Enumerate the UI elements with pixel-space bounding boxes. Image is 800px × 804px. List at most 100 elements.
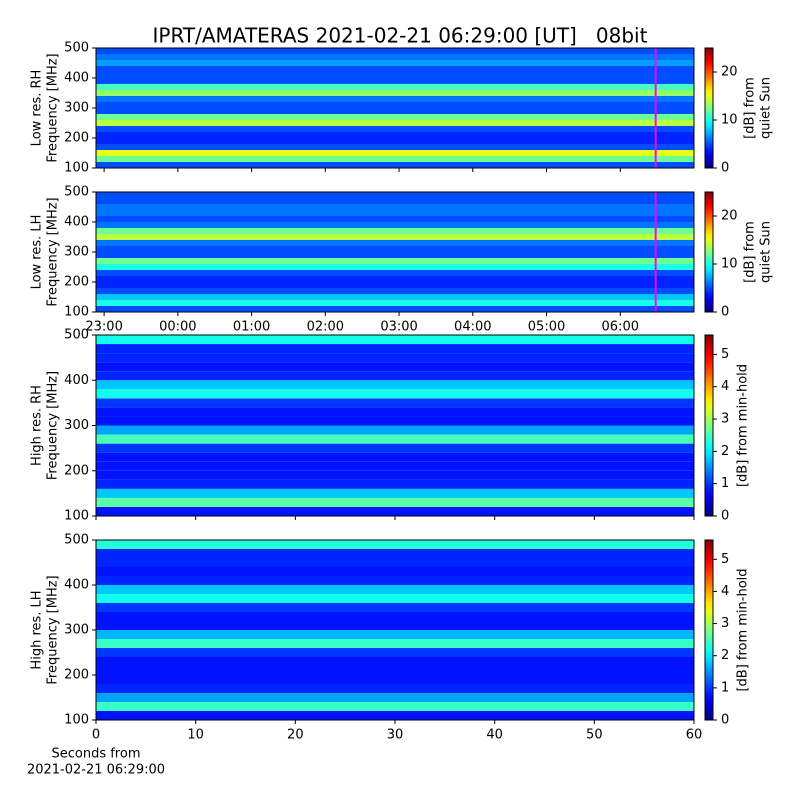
x-axis-label: Seconds from (51, 747, 140, 762)
heatmap-cell (96, 567, 694, 576)
heatmap-cell (96, 603, 694, 612)
heatmap-cell (96, 138, 694, 144)
x-tick-label: 40 (486, 728, 503, 743)
x-tick-label: 05:00 (528, 320, 565, 335)
heatmap-cell (96, 452, 694, 462)
y-tick-label: 300 (64, 101, 89, 116)
heatmap-cell (96, 72, 694, 78)
heatmap-cell (96, 132, 694, 138)
y-tick-label: 400 (64, 373, 89, 388)
colorbar (704, 47, 714, 169)
heatmap-cell (96, 288, 694, 294)
colorbar-tick-label: 0 (721, 509, 729, 524)
colorbar (704, 191, 714, 313)
y-tick-label: 200 (64, 131, 89, 146)
colorbar-tick-label: 4 (721, 379, 729, 394)
x-tick-label: 06:00 (602, 320, 639, 335)
colorbar-label: [dB] from min-hold (736, 568, 751, 691)
colorbar-label: [dB] from (743, 221, 758, 283)
y-tick-label: 200 (64, 668, 89, 683)
y-tick-label: 200 (64, 275, 89, 290)
y-tick-label: 400 (64, 578, 89, 593)
y-tick-label: 400 (64, 215, 89, 230)
y-tick-label: 100 (64, 509, 89, 524)
heatmap-cell (96, 282, 694, 288)
heatmap-cell (96, 549, 694, 558)
y-tick-label: 200 (64, 463, 89, 478)
heatmap-cell (96, 300, 694, 306)
heatmap-cell (96, 234, 694, 240)
heatmap-cell (96, 612, 694, 621)
heatmap-cell (96, 576, 694, 585)
heatmap-cell (96, 488, 694, 498)
heatmap-cell (96, 497, 694, 507)
heatmap-cell (96, 114, 694, 120)
heatmap-cell (96, 204, 694, 210)
colorbar-tick-label: 20 (721, 209, 738, 224)
heatmap-cell (96, 228, 694, 234)
heatmap-cell (96, 693, 694, 702)
heatmap-cell (96, 108, 694, 114)
heatmap-cell (96, 621, 694, 630)
heatmap-cell (96, 353, 694, 363)
x-tick-label: 50 (586, 728, 603, 743)
colorbar (704, 539, 714, 721)
x-tick-label: 02:00 (307, 320, 344, 335)
y-tick-label: 300 (64, 418, 89, 433)
heatmap-cell (96, 162, 694, 168)
colorbar-tick-label: 0 (721, 161, 729, 176)
colorbar-label: quiet Sun (759, 221, 774, 283)
y-tick-label: 300 (64, 623, 89, 638)
heatmap-cell (96, 66, 694, 72)
x-tick-label: 20 (287, 728, 304, 743)
y-tick-label: 300 (64, 245, 89, 260)
colorbar-tick-label: 10 (721, 257, 738, 272)
heatmap-cell (96, 380, 694, 390)
heatmap-cell (96, 558, 694, 567)
x-tick-label: 01:00 (233, 320, 270, 335)
heatmap-cell (96, 398, 694, 408)
heatmap-cell (96, 434, 694, 444)
heatmap-cell (96, 335, 694, 345)
heatmap-cell (96, 389, 694, 399)
colorbar-tick-label: 10 (721, 113, 738, 128)
heatmap-cell (96, 210, 694, 216)
y-tick-label: 500 (64, 185, 89, 200)
heatmap-cell (96, 246, 694, 252)
heatmap-cell (96, 240, 694, 246)
heatmap-cell (96, 344, 694, 354)
heatmap-cell (96, 666, 694, 675)
heatmap-cell (96, 306, 694, 312)
heatmap-cell (96, 702, 694, 711)
heatmap-cell (96, 84, 694, 90)
y-tick-label: 100 (64, 161, 89, 176)
heatmap-cell (96, 506, 694, 516)
heatmap-cell (96, 648, 694, 657)
colorbar-tick-label: 4 (721, 584, 729, 599)
heatmap-cell (96, 150, 694, 156)
heatmap-cell (96, 258, 694, 264)
heatmap-cell (96, 144, 694, 150)
heatmap-cell (96, 407, 694, 417)
heatmap-cell (96, 192, 694, 198)
x-tick-label: 03:00 (380, 320, 417, 335)
colorbar-tick-label: 20 (721, 65, 738, 80)
colorbar-tick-label: 0 (721, 305, 729, 320)
colorbar-label: [dB] from (743, 77, 758, 139)
y-axis-label: High res. RH (30, 385, 45, 466)
y-axis-label: Frequency [MHz] (46, 197, 61, 306)
heatmap-cell (96, 294, 694, 300)
heatmap-cell (96, 222, 694, 228)
colorbar-tick-label: 3 (721, 412, 729, 427)
heatmap-cell (96, 156, 694, 162)
x-tick-label: 0 (92, 728, 100, 743)
x-tick-label: 23:00 (85, 320, 122, 335)
colorbar-tick-label: 1 (721, 680, 729, 695)
heatmap-cell (96, 60, 694, 66)
heatmap-cell (96, 639, 694, 648)
heatmap-cell (96, 594, 694, 603)
x-tick-label: 10 (187, 728, 204, 743)
colorbar-label: quiet Sun (759, 77, 774, 139)
colorbar-tick-label: 2 (721, 648, 729, 663)
figure-title: IPRT/AMATERAS 2021-02-21 06:29:00 [UT] 0… (153, 24, 648, 48)
